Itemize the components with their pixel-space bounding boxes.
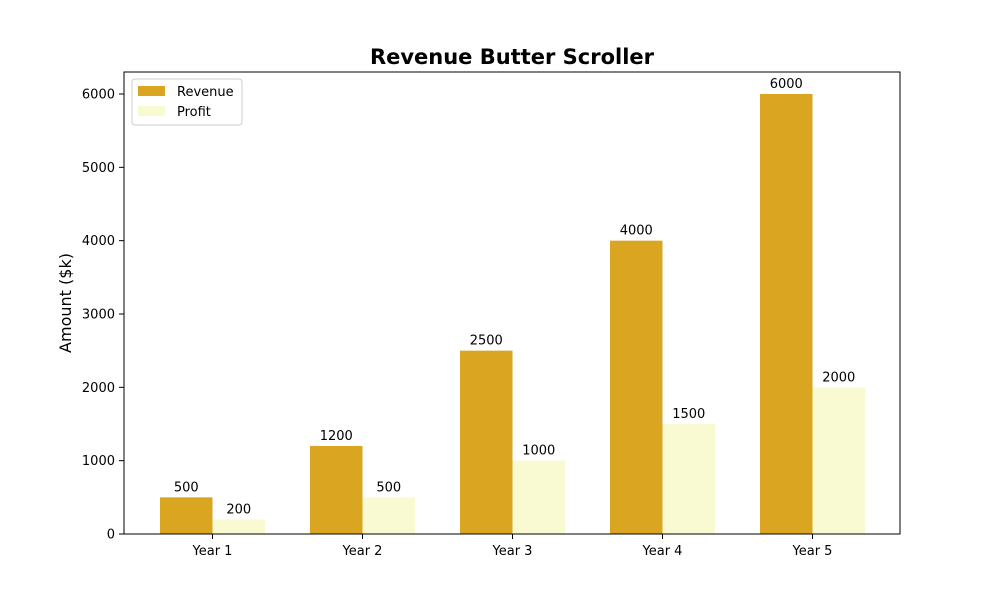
data-labels-layer: 500 200 1200 500 2500 1000 4000 1500 6000 2000 xyxy=(174,77,855,517)
legend: Revenue Profit xyxy=(131,78,243,126)
profit-bar-4 xyxy=(662,424,715,534)
revenue-bar-1 xyxy=(160,497,213,534)
revenue-value-label-4: 4000 xyxy=(620,224,653,239)
x-tick-label: Year 1 xyxy=(192,544,233,559)
revenue-value-label-5: 6000 xyxy=(770,77,803,92)
legend-label-profit: Profit xyxy=(177,105,211,120)
x-tick-label: Year 4 xyxy=(642,544,683,559)
y-tick-label: 3000 xyxy=(82,308,115,323)
x-tick-label: Year 2 xyxy=(342,544,383,559)
profit-value-label-5: 2000 xyxy=(822,370,855,385)
revenue-bar-5 xyxy=(760,94,813,534)
y-tick-label: 0 xyxy=(107,528,115,543)
revenue-bar-3 xyxy=(460,350,513,534)
profit-value-label-3: 1000 xyxy=(522,444,555,459)
x-tick-label: Year 5 xyxy=(792,544,833,559)
y-tick-label: 1000 xyxy=(82,454,115,469)
y-tick-label: 6000 xyxy=(82,88,115,103)
revenue-value-label-1: 500 xyxy=(174,480,199,495)
x-axis: Year 1 Year 2 Year 3 Year 4 Year 5 xyxy=(192,534,833,559)
y-axis-label: Amount ($k) xyxy=(56,253,75,353)
revenue-value-label-3: 2500 xyxy=(470,334,503,349)
legend-label-revenue: Revenue xyxy=(177,85,234,100)
profit-bar-1 xyxy=(212,519,265,534)
profit-bar-3 xyxy=(512,460,565,534)
revenue-bar-2 xyxy=(310,446,363,534)
revenue-value-label-2: 1200 xyxy=(320,429,353,444)
legend-swatch-profit xyxy=(138,106,165,116)
profit-value-label-2: 500 xyxy=(376,480,401,495)
profit-bar-5 xyxy=(812,387,865,534)
revenue-bar-4 xyxy=(610,240,663,534)
profit-bar-2 xyxy=(362,497,415,534)
y-tick-label: 4000 xyxy=(82,234,115,249)
profit-value-label-1: 200 xyxy=(226,502,251,517)
y-axis: 0 1000 2000 3000 4000 5000 6000 xyxy=(82,88,124,543)
y-tick-label: 5000 xyxy=(82,161,115,176)
bars-layer xyxy=(160,94,865,534)
y-tick-label: 2000 xyxy=(82,381,115,396)
profit-value-label-4: 1500 xyxy=(672,407,705,422)
chart-title: Revenue Butter Scroller xyxy=(370,45,655,69)
legend-swatch-revenue xyxy=(138,86,165,96)
x-tick-label: Year 3 xyxy=(492,544,533,559)
